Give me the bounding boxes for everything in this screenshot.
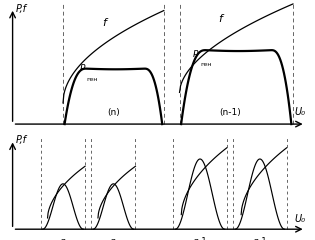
Text: P,f: P,f xyxy=(16,4,27,14)
Text: P: P xyxy=(80,64,85,73)
Text: ген: ген xyxy=(87,77,98,82)
Text: U₀: U₀ xyxy=(295,214,306,224)
Text: ген: ген xyxy=(200,62,211,67)
Text: P: P xyxy=(193,50,198,59)
Text: U₀: U₀ xyxy=(295,108,306,118)
Text: n-1: n-1 xyxy=(193,237,207,240)
Text: f: f xyxy=(102,18,106,28)
Text: n: n xyxy=(111,237,116,240)
Text: n: n xyxy=(60,237,66,240)
Text: f: f xyxy=(219,14,222,24)
Text: (n): (n) xyxy=(107,108,120,117)
Text: n-1: n-1 xyxy=(253,237,267,240)
Text: P,f: P,f xyxy=(16,135,27,145)
Text: (n-1): (n-1) xyxy=(219,108,241,117)
